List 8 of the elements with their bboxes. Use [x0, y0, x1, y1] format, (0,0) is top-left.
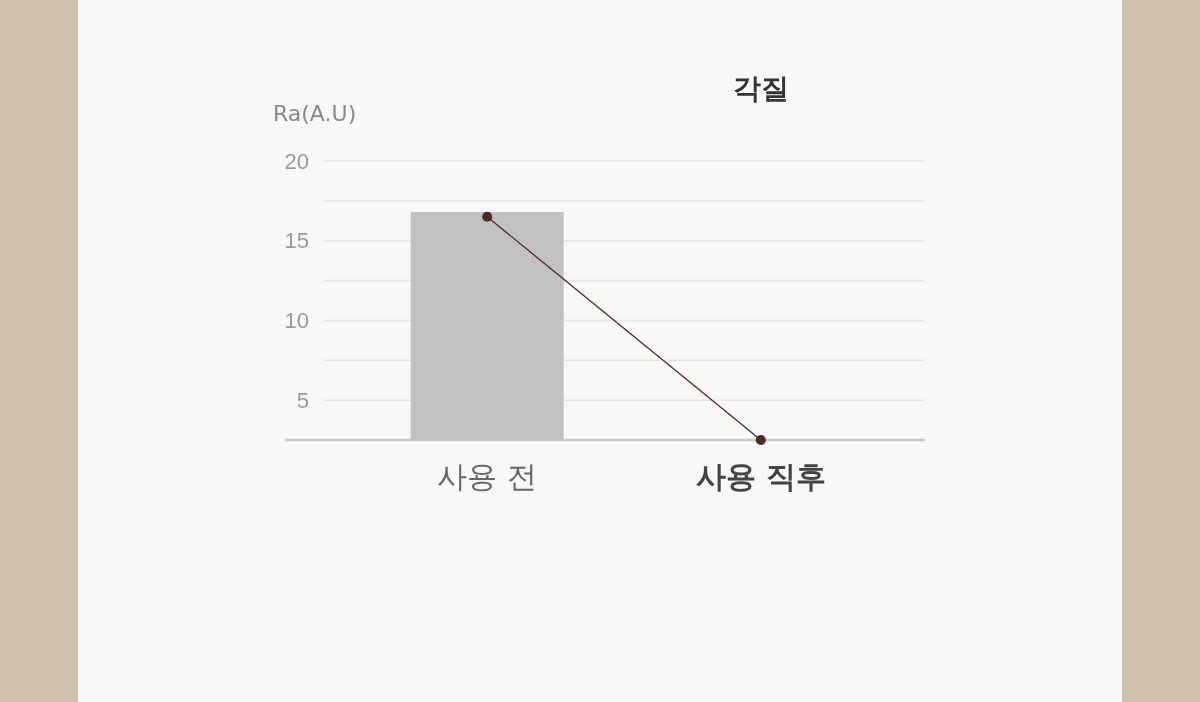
- x-tick-label: 사용 직후: [695, 459, 827, 494]
- y-tick-label: 20: [284, 148, 309, 174]
- chart-title: 각질: [733, 72, 789, 105]
- y-axis-title: Ra(A.U): [273, 101, 357, 126]
- y-tick-label: 10: [284, 307, 309, 333]
- x-tick-label: 사용 전: [437, 459, 537, 494]
- y-tick-label: 15: [284, 228, 309, 254]
- y-tick-label: 5: [296, 387, 309, 413]
